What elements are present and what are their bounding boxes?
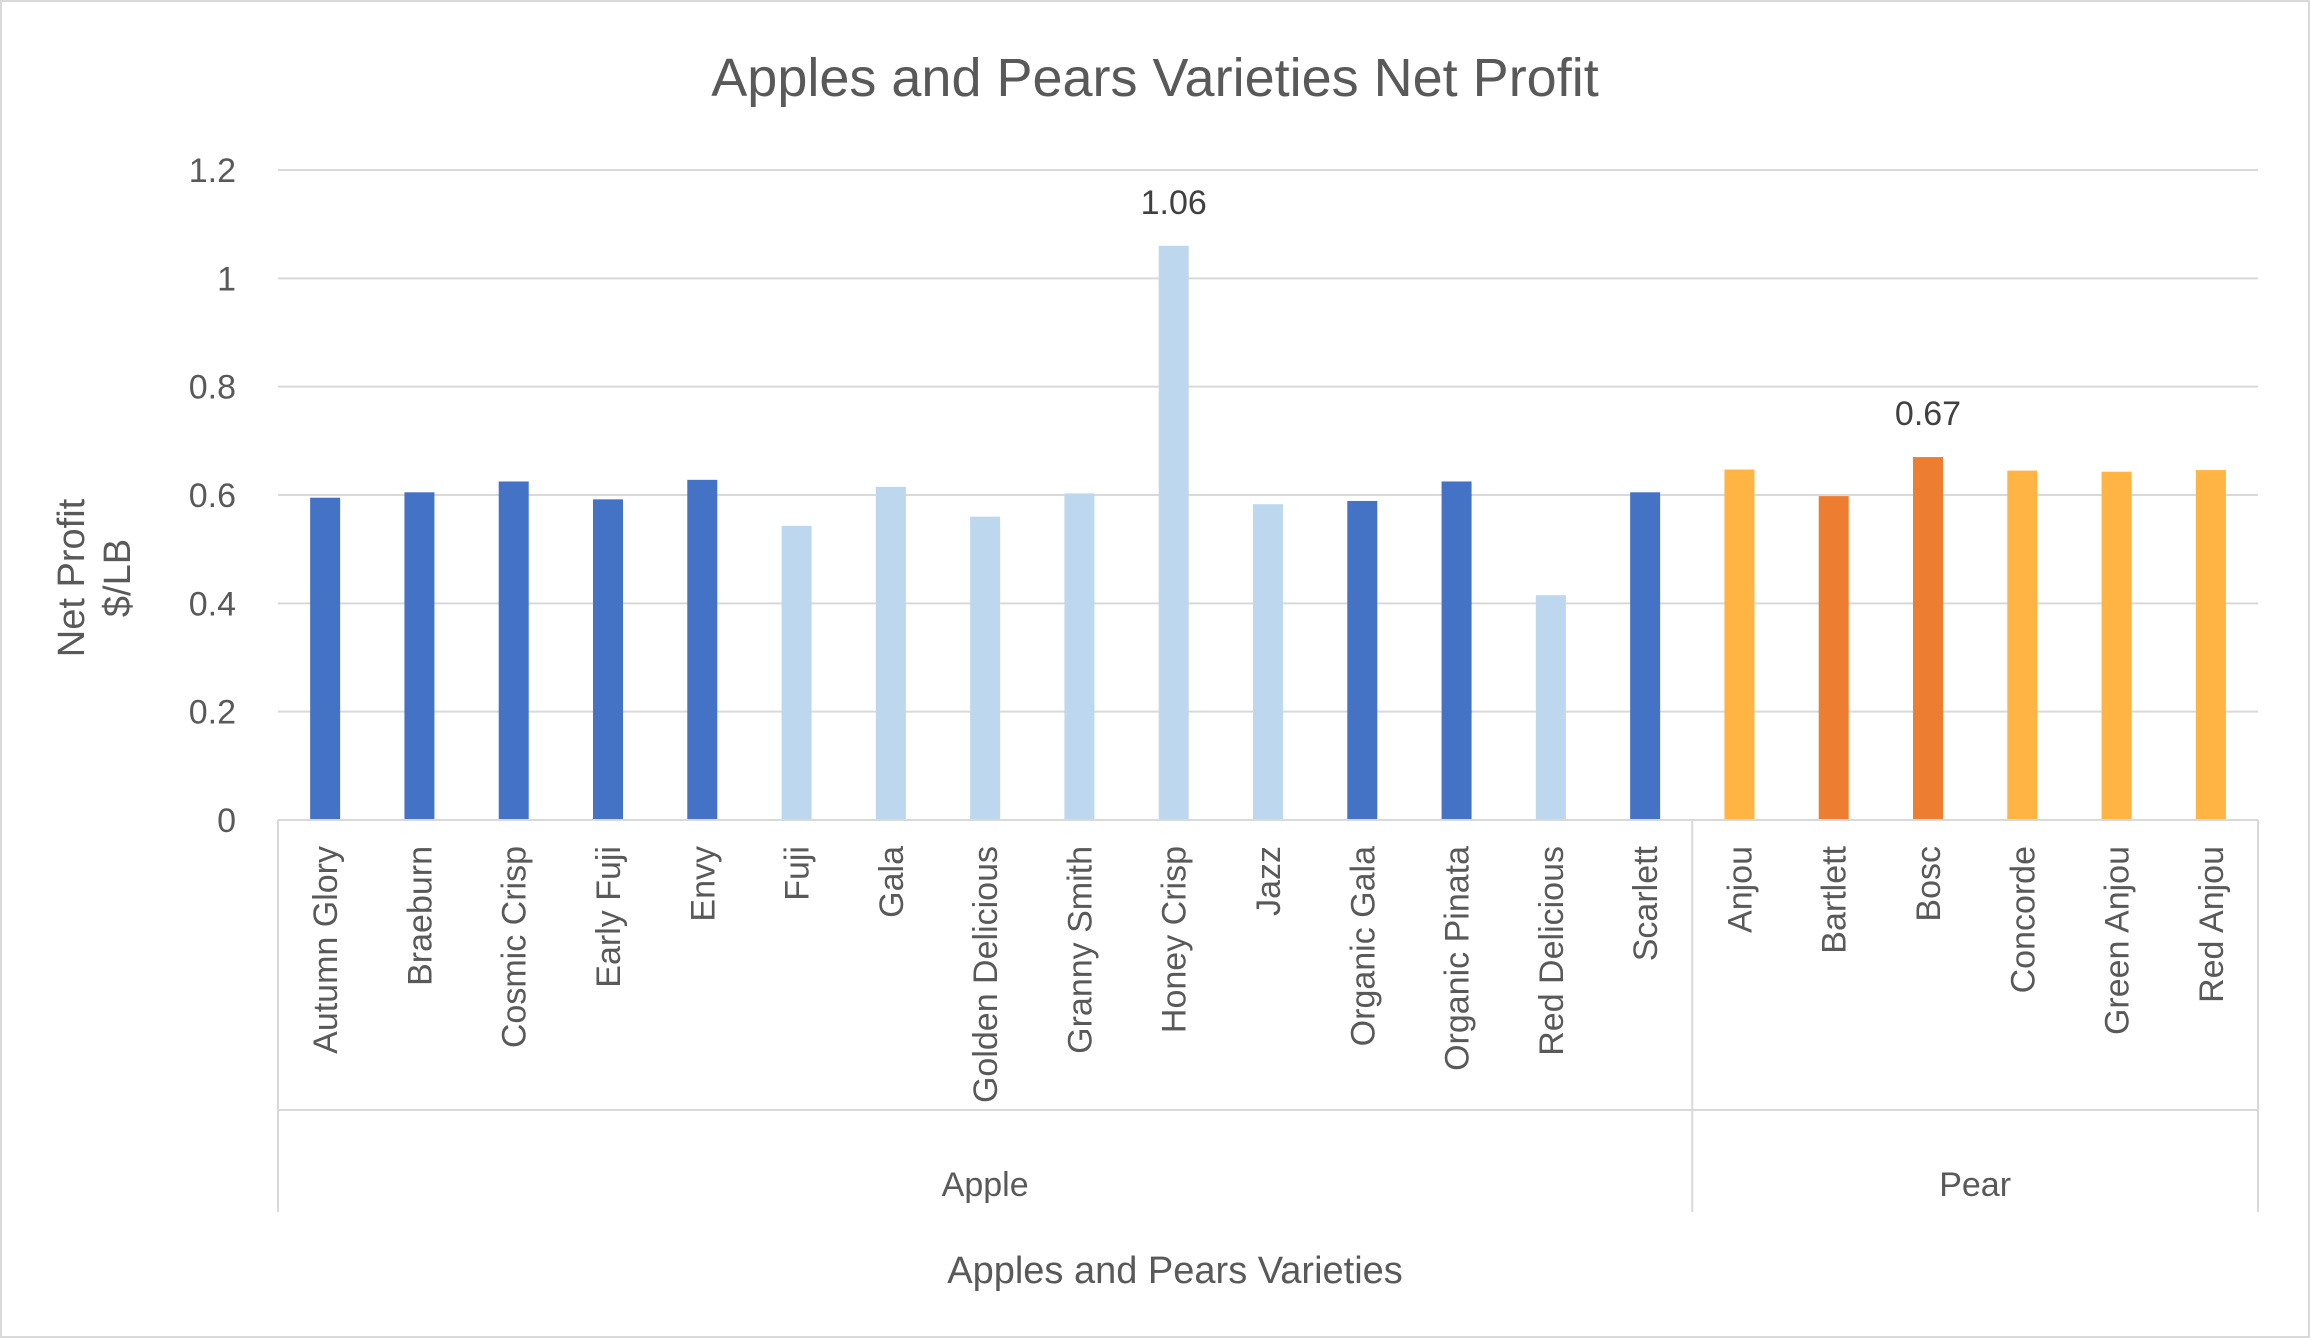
bar bbox=[1064, 493, 1095, 820]
y-tick-label: 0 bbox=[217, 802, 236, 840]
y-tick-label: 0.2 bbox=[189, 694, 236, 732]
bar bbox=[1535, 595, 1566, 820]
bar bbox=[2195, 470, 2226, 820]
x-tick-label: Scarlett bbox=[1627, 845, 1665, 961]
y-axis-title-line: Net Profit bbox=[51, 498, 93, 657]
x-tick-label: Organic Pinata bbox=[1439, 846, 1477, 1071]
x-tick-label: Braeburn bbox=[401, 846, 439, 986]
y-tick-label: 0.4 bbox=[189, 585, 236, 623]
y-axis-title-line: $/LB bbox=[97, 539, 139, 617]
y-tick-label: 0.6 bbox=[189, 477, 236, 515]
bar bbox=[310, 497, 341, 820]
chart-title: Apples and Pears Varieties Net Profit bbox=[711, 48, 1598, 108]
data-label: 1.06 bbox=[1141, 184, 1207, 222]
bar bbox=[2007, 470, 2038, 820]
x-tick-label: Golden Delicious bbox=[967, 846, 1005, 1103]
y-axis-ticks: 0 0.2 0.4 0.6 0.8 1 1.2 bbox=[189, 152, 236, 840]
x-tick-label: Fuji bbox=[779, 846, 817, 901]
x-tick-label: Red Anjou bbox=[2193, 846, 2231, 1003]
y-tick-label: 1 bbox=[217, 260, 236, 298]
x-tick-label: Cosmic Crisp bbox=[496, 846, 534, 1048]
bar bbox=[1630, 492, 1661, 820]
x-tick-label: Organic Gala bbox=[1344, 846, 1382, 1046]
group-label: Pear bbox=[1939, 1166, 2011, 1204]
bar bbox=[2101, 471, 2132, 820]
group-label: Apple bbox=[942, 1166, 1029, 1204]
y-axis-title: Net Profit $/LB bbox=[51, 498, 139, 657]
x-tick-label: Gala bbox=[873, 846, 911, 918]
bar bbox=[875, 486, 906, 820]
bar bbox=[687, 479, 718, 820]
bar bbox=[1913, 457, 1943, 820]
y-tick-label: 0.8 bbox=[189, 369, 236, 407]
x-tick-label: Autumn Glory bbox=[307, 846, 345, 1054]
x-axis: Autumn Glory Braeburn Cosmic Crisp Early Fu… bbox=[277, 819, 2259, 1212]
x-tick-label: Jazz bbox=[1250, 846, 1288, 916]
x-tick-label: Concorde bbox=[2004, 846, 2042, 993]
data-label: 0.67 bbox=[1895, 395, 1961, 433]
y-tick-label: 1.2 bbox=[189, 152, 236, 190]
bar bbox=[1441, 481, 1472, 820]
bar bbox=[593, 499, 623, 820]
x-tick-label: Envy bbox=[684, 846, 722, 922]
x-tick-label: Green Anjou bbox=[2099, 846, 2137, 1035]
x-tick-label: Bosc bbox=[1910, 846, 1948, 922]
x-axis-title: Apples and Pears Varieties bbox=[947, 1250, 1403, 1292]
x-tick-label: Early Fuji bbox=[590, 846, 628, 988]
bar bbox=[404, 492, 435, 820]
x-tick-label: Bartlett bbox=[1816, 845, 1854, 953]
bar bbox=[1158, 245, 1189, 821]
bar bbox=[1347, 500, 1378, 820]
x-tick-label: Red Delicious bbox=[1533, 846, 1571, 1056]
bar bbox=[1724, 469, 1755, 820]
bars bbox=[310, 245, 2226, 821]
data-label-background bbox=[1127, 179, 1220, 224]
data-labels: 1.06 0.67 bbox=[1127, 179, 1974, 436]
x-tick-label: Honey Crisp bbox=[1156, 846, 1194, 1033]
x-tick-label: Granny Smith bbox=[1061, 846, 1099, 1054]
x-tick-label: Anjou bbox=[1721, 846, 1759, 933]
bar bbox=[1253, 504, 1283, 820]
bar bbox=[498, 481, 529, 820]
bar bbox=[781, 525, 812, 820]
data-label-background bbox=[1882, 391, 1974, 436]
bar bbox=[1818, 496, 1849, 820]
bar bbox=[970, 516, 1001, 820]
